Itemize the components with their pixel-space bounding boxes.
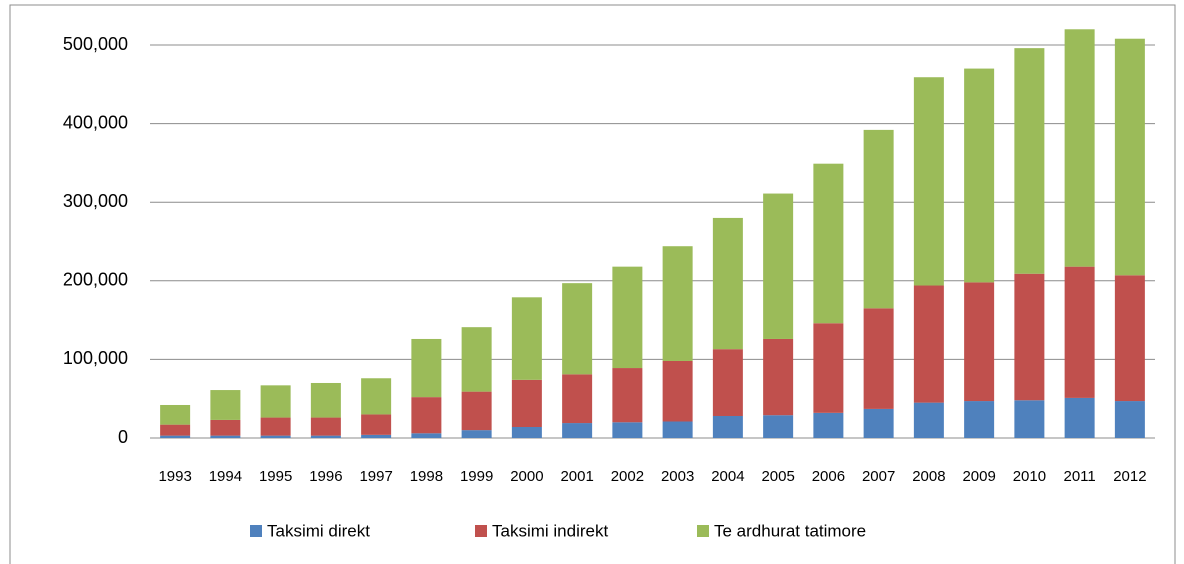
legend-label: Taksimi direkt [267,521,370,540]
x-tick-label: 1996 [309,468,342,485]
x-tick-label: 2007 [862,468,895,485]
bar-segment [1014,400,1045,438]
x-tick-label: 1994 [209,468,242,485]
bar-segment [260,417,291,436]
bar-segment [210,419,241,436]
bar-segment [662,360,693,422]
x-tick-label: 2002 [611,468,644,485]
bar-segment [662,421,693,438]
bar-segment [662,246,693,361]
y-tick-label: 200,000 [63,270,128,290]
x-tick-label: 2003 [661,468,694,485]
bar-segment [612,266,643,369]
bar-segment [813,323,844,413]
x-tick-label: 2004 [711,468,744,485]
y-tick-label: 300,000 [63,191,128,211]
bar-segment [813,163,844,324]
x-tick-label: 2006 [812,468,845,485]
x-tick-label: 2009 [962,468,995,485]
bar-segment [160,435,191,438]
bar-segment [712,415,743,438]
bar-segment [863,129,894,309]
legend-swatch [475,525,487,537]
bar-segment [361,434,392,438]
legend-swatch [697,525,709,537]
legend-swatch [250,525,262,537]
bar-segment [1114,275,1145,402]
bar-segment [411,338,442,398]
bar-segment [461,327,492,392]
bar-segment [863,408,894,438]
x-tick-label: 2001 [560,468,593,485]
bar-segment [511,297,542,380]
x-tick-label: 1998 [410,468,443,485]
bar-segment [461,391,492,431]
bar-segment [310,382,341,418]
bar-segment [813,412,844,438]
x-tick-label: 2005 [761,468,794,485]
bar-segment [913,402,944,438]
y-tick-label: 500,000 [63,34,128,54]
y-tick-label: 0 [118,427,128,447]
bar-segment [763,415,794,438]
bar-segment [863,308,894,409]
bar-segment [511,426,542,438]
bar-segment [1014,273,1045,401]
bar-segment [461,430,492,438]
bar-segment [310,417,341,436]
bar-segment [260,435,291,438]
x-tick-label: 1997 [359,468,392,485]
bar-segment [210,390,241,420]
bar-segment [712,217,743,350]
bar-segment [160,404,191,425]
x-tick-label: 1995 [259,468,292,485]
bar-segment [361,414,392,435]
bar-segment [562,374,593,424]
x-tick-label: 2008 [912,468,945,485]
x-tick-label: 2012 [1113,468,1146,485]
bar-segment [1064,266,1095,398]
bar-segment [964,282,995,402]
bar-segment [763,338,794,416]
x-tick-label: 1999 [460,468,493,485]
y-tick-label: 100,000 [63,348,128,368]
bar-segment [562,283,593,375]
bar-segment [511,379,542,427]
x-tick-label: 2010 [1013,468,1046,485]
bar-segment [1064,397,1095,438]
bar-segment [562,423,593,438]
bar-segment [310,435,341,438]
bar-segment [210,435,241,438]
bar-segment [612,368,643,423]
bar-segment [1114,401,1145,438]
bar-segment [763,193,794,339]
bar-segment [361,378,392,415]
x-tick-label: 2011 [1063,468,1095,485]
bar-segment [913,285,944,403]
y-tick-label: 400,000 [63,112,128,132]
legend-label: Te ardhurat tatimore [714,521,866,540]
bar-segment [260,385,291,418]
bar-segment [612,422,643,438]
bar-segment [160,424,191,436]
bar-segment [411,433,442,438]
bar-segment [1014,48,1045,274]
bar-segment [913,77,944,286]
bar-segment [964,401,995,438]
bar-segment [964,68,995,283]
legend-label: Taksimi indirekt [492,521,608,540]
bar-segment [1114,38,1145,276]
bar-segment [1064,29,1095,267]
bar-segment [411,397,442,434]
chart-frame [9,4,1176,564]
x-tick-label: 2000 [510,468,543,485]
bar-segment [712,349,743,416]
x-tick-label: 1993 [158,468,191,485]
